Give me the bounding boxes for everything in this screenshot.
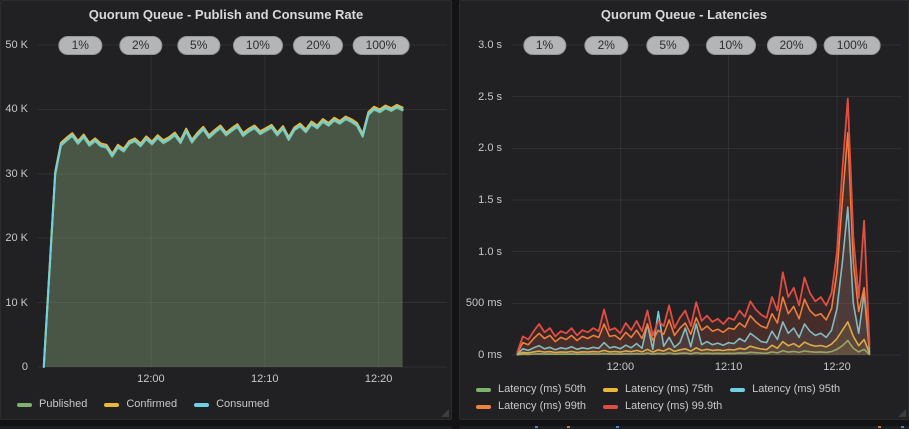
legend-swatch — [194, 402, 210, 407]
lat-x-axis: 12:00 12:10 12:20 — [512, 361, 902, 375]
legend-swatch — [603, 387, 619, 392]
series-line-latency-ms-99th — [516, 132, 871, 354]
x-tick-label: 12:20 — [823, 361, 851, 373]
panel-title-latencies[interactable]: Quorum Queue - Latencies — [600, 7, 768, 22]
clipped-panel-sliver — [0, 426, 452, 429]
x-tick-label: 12:10 — [251, 373, 279, 385]
y-tick-label: 1.5 s — [478, 194, 502, 206]
legend-item-latency-ms-50th[interactable]: Latency (ms) 50th — [476, 383, 586, 396]
series-area-published — [43, 107, 403, 368]
legend-swatch — [730, 387, 746, 392]
legend-label: Latency (ms) 99.9th — [625, 400, 723, 412]
legend-swatch — [476, 387, 491, 392]
annotation-marker-1-[interactable]: 1% — [58, 35, 102, 55]
rate-chart-canvas — [37, 44, 447, 368]
y-tick-label: 500 ms — [465, 297, 502, 310]
legend-item-latency-ms-99th[interactable]: Latency (ms) 99th — [476, 400, 586, 413]
y-tick-label: 2.0 s — [478, 142, 502, 155]
x-tick-label: 12:20 — [364, 373, 393, 385]
y-tick-label: 40 K — [5, 103, 28, 116]
series-area-latency-ms-99.9th — [517, 98, 870, 355]
rate-x-axis: 12:00 12:10 12:20 — [37, 373, 447, 387]
next-row-clipped-panels — [0, 420, 909, 429]
y-tick-label: 0 — [21, 361, 28, 373]
clipped-legend-dot — [901, 426, 904, 428]
clipped-legend-dot — [616, 426, 619, 428]
clipped-legend-dot — [535, 426, 538, 428]
y-tick-label: 0 ms — [478, 349, 502, 361]
series-area-confirmed — [43, 104, 403, 368]
y-tick-label: 2.5 s — [478, 90, 502, 103]
y-tick-label: 30 K — [5, 167, 28, 180]
series-area-latency-ms-75th — [517, 321, 870, 355]
legend-label: Confirmed — [126, 398, 178, 410]
annotation-marker-1-[interactable]: 1% — [522, 35, 567, 55]
series-line-latency-ms-99.9th — [516, 97, 871, 353]
x-tick-label: 12:00 — [606, 361, 635, 373]
legend-item-confirmed[interactable]: Confirmed — [104, 398, 177, 411]
series-line-consumed — [42, 105, 404, 368]
series-area-consumed — [43, 106, 403, 368]
clipped-legend-dot — [878, 426, 881, 428]
y-tick-label: 10 K — [5, 296, 28, 309]
dashboard-row: Quorum Queue - Publish and Consume Rate … — [0, 0, 909, 420]
rate-chart-plot-area[interactable]: 1% 2% 5% 10% 20% 100% — [37, 35, 447, 369]
series-line-latency-ms-75th — [516, 321, 871, 356]
series-area-latency-ms-95th — [517, 207, 870, 355]
lat-legend: Latency (ms) 50th Latency (ms) 75th Latenc… — [476, 383, 874, 413]
legend-item-consumed[interactable]: Consumed — [194, 398, 269, 411]
panel-title-publish-consume-rate[interactable]: Quorum Queue - Publish and Consume Rate — [88, 7, 364, 22]
legend-label: Latency (ms) 99th — [498, 400, 587, 412]
legend-label: Consumed — [216, 398, 270, 410]
legend-swatch — [476, 404, 491, 409]
y-tick-label: 20 K — [5, 232, 28, 245]
x-tick-label: 12:10 — [714, 361, 743, 373]
annotation-marker-20-[interactable]: 20% — [293, 35, 344, 55]
legend-item-latency-ms-95th[interactable]: Latency (ms) 95th — [730, 383, 840, 396]
annotation-marker-10-[interactable]: 10% — [705, 35, 756, 55]
legend-label: Latency (ms) 50th — [498, 383, 587, 395]
legend-item-latency-ms-75th[interactable]: Latency (ms) 75th — [603, 383, 713, 396]
legend-label: Latency (ms) 95th — [752, 383, 841, 395]
clipped-panel-sliver — [459, 426, 909, 429]
annotation-marker-5-[interactable]: 5% — [646, 35, 690, 55]
legend-swatch — [603, 404, 619, 409]
resize-handle-icon[interactable] — [898, 409, 906, 417]
legend-swatch — [17, 402, 32, 407]
annotation-marker-100-[interactable]: 100% — [823, 35, 881, 55]
panel-publish-consume-rate: Quorum Queue - Publish and Consume Rate … — [0, 0, 452, 420]
annotation-marker-2-[interactable]: 2% — [118, 35, 163, 55]
y-tick-label: 3.0 s — [478, 39, 502, 51]
annotation-marker-10-[interactable]: 10% — [232, 35, 283, 55]
annotation-marker-5-[interactable]: 5% — [177, 35, 221, 55]
x-tick-label: 12:00 — [137, 373, 165, 385]
panel-latencies: Quorum Queue - Latencies 3.0 s 2.5 s 2.0 s… — [459, 0, 909, 420]
annotation-marker-2-[interactable]: 2% — [584, 35, 628, 55]
series-line-confirmed — [42, 103, 404, 367]
annotation-marker-20-[interactable]: 20% — [766, 35, 817, 55]
series-area-latency-ms-99th — [517, 132, 870, 355]
series-line-latency-ms-50th — [516, 339, 871, 356]
lat-y-axis: 3.0 s 2.5 s 2.0 s 1.5 s 1.0 s 500 ms 0 ms — [460, 37, 507, 361]
clipped-legend-dot — [567, 426, 570, 428]
series-line-latency-ms-95th — [516, 206, 871, 355]
legend-label: Latency (ms) 75th — [625, 383, 714, 395]
y-tick-label: 1.0 s — [478, 245, 502, 258]
lat-chart-canvas — [512, 44, 902, 356]
y-tick-label: 50 K — [5, 39, 28, 51]
lat-chart-plot-area[interactable]: 1% 2% 5% 10% 20% 100% — [512, 35, 902, 357]
legend-swatch — [104, 402, 120, 407]
legend-label: Published — [39, 398, 88, 410]
annotation-marker-100-[interactable]: 100% — [352, 35, 410, 55]
legend-item-latency-ms-99.9th[interactable]: Latency (ms) 99.9th — [603, 400, 722, 413]
rate-legend: Published Confirmed Consumed — [17, 398, 437, 411]
rate-y-axis: 50 K 40 K 30 K 20 K 10 K 0 — [1, 37, 33, 373]
resize-handle-icon[interactable] — [441, 409, 449, 417]
legend-item-published[interactable]: Published — [17, 398, 87, 411]
